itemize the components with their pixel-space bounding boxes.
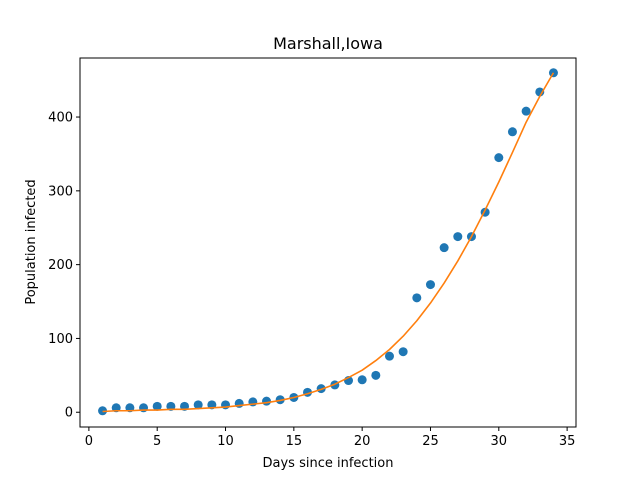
data-point xyxy=(357,375,367,385)
data-point xyxy=(494,153,504,163)
plot-area xyxy=(98,68,558,416)
data-point xyxy=(507,127,517,137)
data-point xyxy=(412,293,422,303)
x-tick-label: 30 xyxy=(491,434,508,449)
x-tick-label: 35 xyxy=(559,434,576,449)
data-point xyxy=(425,280,435,290)
x-tick-label: 15 xyxy=(286,434,303,449)
y-axis: 0 100 200 300 400 xyxy=(48,111,80,421)
data-point xyxy=(535,87,545,97)
y-tick-label: 400 xyxy=(48,111,73,126)
y-tick-label: 200 xyxy=(48,258,73,273)
x-tick-label: 10 xyxy=(217,434,234,449)
axes-frame xyxy=(79,57,577,428)
data-point xyxy=(262,396,272,406)
x-axis: 0 5 10 15 20 25 30 35 xyxy=(85,427,576,449)
x-tick-label: 0 xyxy=(85,434,93,449)
data-point xyxy=(439,243,449,253)
y-tick-label: 0 xyxy=(65,406,73,421)
data-point xyxy=(398,347,408,357)
y-axis-label: Population infected xyxy=(24,179,39,304)
x-tick-label: 5 xyxy=(153,434,161,449)
fit-line xyxy=(102,72,555,413)
y-tick-label: 300 xyxy=(48,184,73,199)
data-point xyxy=(152,401,162,411)
x-axis-label: Days since infection xyxy=(263,456,394,471)
y-tick-label: 100 xyxy=(48,332,73,347)
data-point xyxy=(453,232,463,242)
x-tick-label: 20 xyxy=(354,434,371,449)
data-point xyxy=(371,370,381,380)
data-point xyxy=(384,351,394,361)
data-point xyxy=(548,68,558,78)
data-point xyxy=(521,106,531,116)
x-tick-label: 25 xyxy=(422,434,439,449)
data-point xyxy=(193,400,203,410)
chart-title: Marshall,Iowa xyxy=(273,34,383,53)
